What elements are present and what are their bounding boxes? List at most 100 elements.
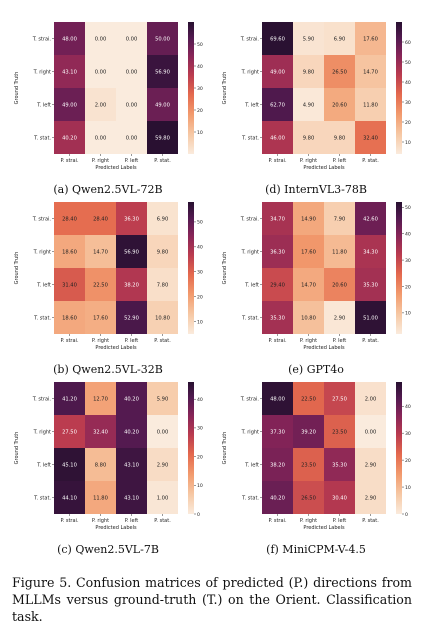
heatmap-cell — [262, 481, 293, 514]
heatmap-cell — [147, 22, 178, 55]
cell-value-label: 0.00 — [95, 37, 107, 43]
y-tick-label-t-left: T. left — [244, 283, 259, 289]
x-tick-label-p-strai: P. strai. — [268, 158, 286, 164]
heatmap-cell — [147, 121, 178, 154]
heatmap-cell — [293, 481, 324, 514]
x-tick-label-p-stat: P. stat. — [362, 518, 379, 524]
cell-value-label: 17.60 — [363, 37, 378, 43]
colorbar-tick-label: 10 — [405, 140, 411, 146]
y-tick-label-t-strai: T. strai. — [240, 397, 260, 403]
x-axis-label: Predicted Labels — [95, 165, 137, 171]
heatmap-cell — [85, 448, 116, 481]
cell-value-label: 35.30 — [363, 283, 378, 289]
y-tick-label-t-stat: T. stat. — [241, 136, 259, 142]
cell-value-label: 28.40 — [93, 217, 108, 223]
colorbar-tick-label: 20 — [197, 294, 203, 300]
subfigure-caption: (d) InternVL3-78B — [265, 183, 367, 196]
heatmap-cell — [324, 22, 355, 55]
colorbar-tick-label: 10 — [197, 319, 203, 325]
heatmap-cell — [147, 268, 178, 301]
colorbar-tick-label: 20 — [405, 284, 411, 290]
y-axis-label: Ground Truth — [14, 72, 20, 105]
heatmap-panel-gpt4o: 34.70 14.90 7.90 42.60 36.30 17.60 11.80 34.30 2… — [216, 200, 416, 400]
x-tick-label-p-right: P. right — [300, 518, 317, 524]
x-tick-label-p-left: P. left — [333, 338, 347, 344]
cell-value-label: 56.90 — [124, 250, 139, 256]
heatmap-cell — [54, 121, 85, 154]
y-axis-label: Ground Truth — [222, 252, 228, 285]
heatmap-cell — [355, 448, 386, 481]
cell-value-label: 14.70 — [363, 70, 378, 76]
cell-value-label: 30.40 — [332, 496, 347, 502]
y-axis-label: Ground Truth — [14, 432, 20, 465]
cell-value-label: 50.00 — [155, 37, 170, 43]
cell-value-label: 45.10 — [62, 463, 77, 469]
colorbar-tick-label: 60 — [405, 40, 411, 46]
heatmap-cell — [85, 202, 116, 235]
heatmap-cell — [324, 235, 355, 268]
colorbar — [396, 202, 402, 334]
x-tick-label-p-left: P. left — [333, 518, 347, 524]
heatmap-cell — [147, 481, 178, 514]
heatmap-panel-qwen25vl-32b: 28.40 28.40 36.30 6.90 18.60 14.70 56.90 9.80 31… — [8, 200, 208, 400]
colorbar-tick-label: 30 — [405, 100, 411, 106]
heatmap-cell — [116, 55, 147, 88]
heatmap-cell — [293, 382, 324, 415]
cell-value-label: 43.10 — [124, 463, 139, 469]
heatmap-panel-internvl3-78b: 69.60 5.90 6.90 17.60 49.00 9.80 26.50 14.70 62.… — [216, 20, 416, 220]
y-tick-label-t-right: T. right — [241, 70, 259, 76]
colorbar-tick-label: 30 — [197, 426, 203, 432]
subfigure-caption: (b) Qwen2.5VL-32B — [53, 363, 163, 376]
cell-value-label: 35.30 — [270, 316, 285, 322]
colorbar-tick-label: 20 — [197, 454, 203, 460]
heatmap-cell — [262, 268, 293, 301]
y-axis-label: Ground Truth — [222, 72, 228, 105]
cell-value-label: 40.20 — [62, 136, 77, 142]
cell-value-label: 32.40 — [93, 430, 108, 436]
y-tick-label-t-right: T. right — [33, 70, 51, 76]
cell-value-label: 11.80 — [332, 250, 347, 256]
heatmap-cell — [85, 268, 116, 301]
heatmap-cell — [147, 55, 178, 88]
heatmap-svg: 48.00 0.00 0.00 50.00 43.10 0.00 0.00 56.90 49.0… — [14, 22, 203, 171]
colorbar-tick-label: 50 — [197, 220, 203, 226]
heatmap-cell — [54, 202, 85, 235]
heatmap-cell — [262, 121, 293, 154]
heatmap-cell — [355, 382, 386, 415]
heatmap-cell — [116, 448, 147, 481]
cell-value-label: 20.60 — [332, 283, 347, 289]
x-axis-label: Predicted Labels — [303, 345, 345, 351]
cell-value-label: 5.90 — [303, 37, 315, 43]
heatmap-cell — [324, 121, 355, 154]
colorbar — [396, 382, 402, 514]
heatmap-cell — [147, 235, 178, 268]
cell-value-label: 43.10 — [124, 496, 139, 502]
cell-value-label: 5.90 — [157, 397, 169, 403]
x-tick-label-p-strai: P. strai. — [60, 338, 78, 344]
x-tick-label-p-right: P. right — [300, 338, 317, 344]
cell-value-label: 34.70 — [270, 217, 285, 223]
cell-value-label: 0.00 — [365, 430, 377, 436]
cell-value-label: 38.20 — [124, 283, 139, 289]
cell-value-label: 10.80 — [155, 316, 170, 322]
cell-value-label: 36.30 — [270, 250, 285, 256]
heatmap-svg: 41.20 12.70 40.20 5.90 27.50 32.40 40.20 0.00 45… — [14, 382, 203, 531]
heatmap-cell — [293, 202, 324, 235]
heatmap-cell — [147, 415, 178, 448]
heatmap-cell — [85, 55, 116, 88]
cell-value-label: 14.70 — [301, 283, 316, 289]
heatmap-cell — [54, 235, 85, 268]
heatmap-cell — [85, 22, 116, 55]
cell-value-label: 31.40 — [62, 283, 77, 289]
x-tick-label-p-left: P. left — [333, 158, 347, 164]
cell-value-label: 27.50 — [332, 397, 347, 403]
heatmap-cell — [147, 382, 178, 415]
cell-value-label: 26.50 — [332, 70, 347, 76]
cell-value-label: 23.50 — [332, 430, 347, 436]
cell-value-label: 8.80 — [95, 463, 107, 469]
heatmap-cell — [262, 22, 293, 55]
cell-value-label: 11.80 — [93, 496, 108, 502]
cell-value-label: 7.90 — [334, 217, 346, 223]
colorbar-tick-label: 0 — [405, 512, 408, 518]
heatmap-cell — [293, 301, 324, 334]
